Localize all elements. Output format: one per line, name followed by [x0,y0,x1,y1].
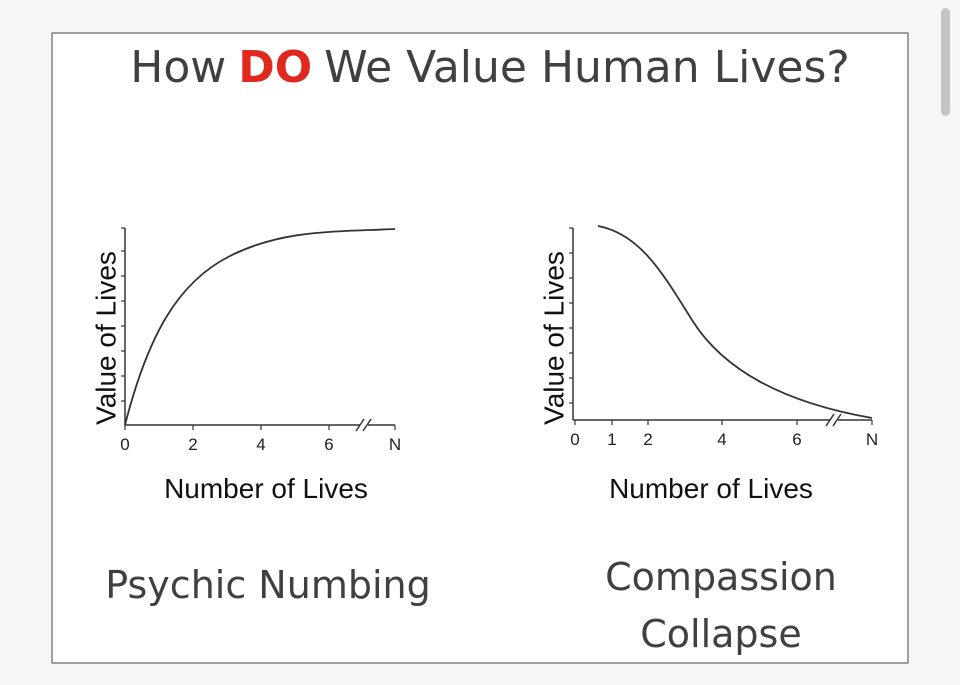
chart-left: Value of Lives Number of Lives Psychic N… [90,228,431,607]
title-emphasis: DO [238,42,312,93]
title-text: We Value Human Lives? [324,42,850,93]
axis-break [355,418,372,432]
x-tick-label: 4 [256,435,265,454]
scrollbar[interactable] [941,8,950,116]
y-axis-label: Value of Lives [90,251,121,425]
slide [51,32,909,664]
x-axis-label: Number of Lives [164,473,368,504]
x-tick-label: 4 [717,430,726,449]
x-tick-label: 2 [643,430,652,449]
x-tick-label: N [389,435,401,454]
x-tick-label: 0 [120,435,129,454]
curve [124,228,396,426]
caption: Psychic Numbing [105,563,430,607]
chart-right: Value of Lives Number of Lives Compassio… [538,225,873,656]
slide-title: How DO We Value Human Lives? [130,42,850,93]
x-tick-label: N [866,430,878,449]
axis-break [825,413,842,427]
x-tick-label: 1 [607,430,616,449]
x-tick-label: 2 [188,435,197,454]
caption: Collapse [640,612,801,656]
x-tick-label: 6 [324,435,333,454]
curve [597,225,873,419]
caption: Compassion [605,555,837,599]
title-text: How [130,42,226,93]
x-tick-label: 0 [570,430,579,449]
x-axis-label: Number of Lives [609,473,813,504]
y-axis-label: Value of Lives [538,251,569,425]
x-tick-label: 6 [792,430,801,449]
